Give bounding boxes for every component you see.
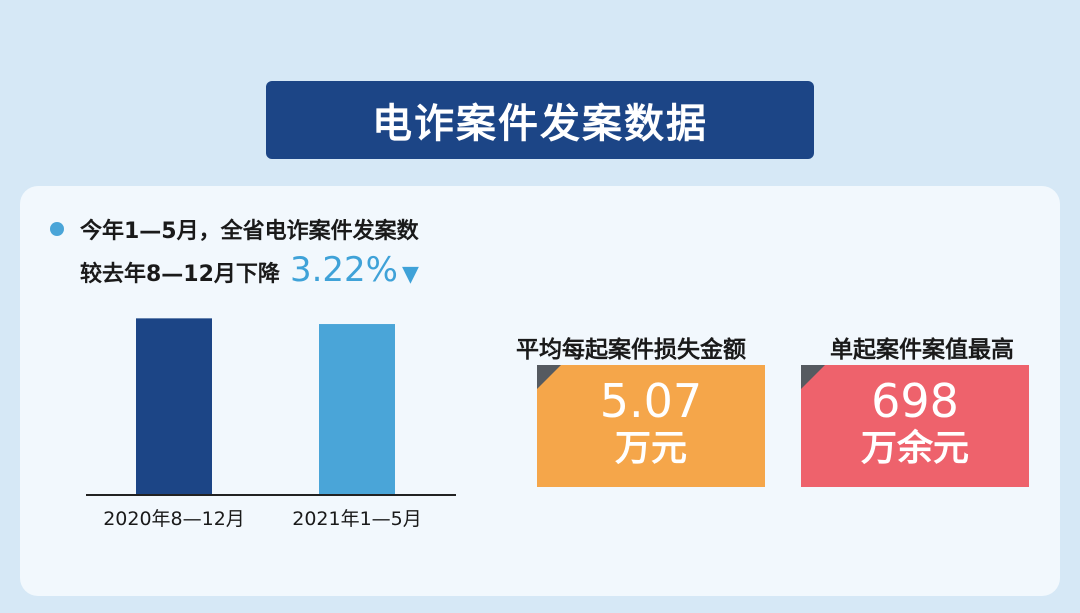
corner-fold-icon xyxy=(537,365,561,389)
stat-box-max-case: 698 万余元 xyxy=(801,365,1029,487)
x-tick-label-0: 2020年8—12月 xyxy=(103,508,245,530)
summary-line-1: 今年1—5月，全省电诈案件发案数 xyxy=(80,219,419,244)
stat-label-avg-loss: 平均每起案件损失金额 xyxy=(516,337,746,363)
corner-fold-icon xyxy=(801,365,825,389)
bullet-dot-icon xyxy=(50,222,64,236)
stat-value-max-case: 698 xyxy=(871,374,959,428)
decline-percent: 3.22% xyxy=(289,250,398,290)
bar-1 xyxy=(319,324,395,495)
stat-box-avg-loss: 5.07 万元 xyxy=(537,365,765,487)
down-triangle-icon: ▼ xyxy=(401,262,419,287)
stat-value-avg-loss: 5.07 xyxy=(599,374,703,428)
bar-chart: 2020年8—12月 2021年1—5月 xyxy=(86,318,456,530)
stat-unit-avg-loss: 万元 xyxy=(614,428,687,469)
bar-0 xyxy=(136,318,212,495)
page-title: 电诈案件发案数据 xyxy=(266,81,814,159)
stat-label-max-case: 单起案件案值最高 xyxy=(830,337,1014,363)
x-tick-label-1: 2021年1—5月 xyxy=(292,508,422,530)
stat-unit-max-case: 万余元 xyxy=(860,428,969,469)
summary-line-2: 较去年8—12月下降 3.22% ▼ xyxy=(80,250,419,290)
summary-line-2-text: 较去年8—12月下降 xyxy=(80,262,280,287)
